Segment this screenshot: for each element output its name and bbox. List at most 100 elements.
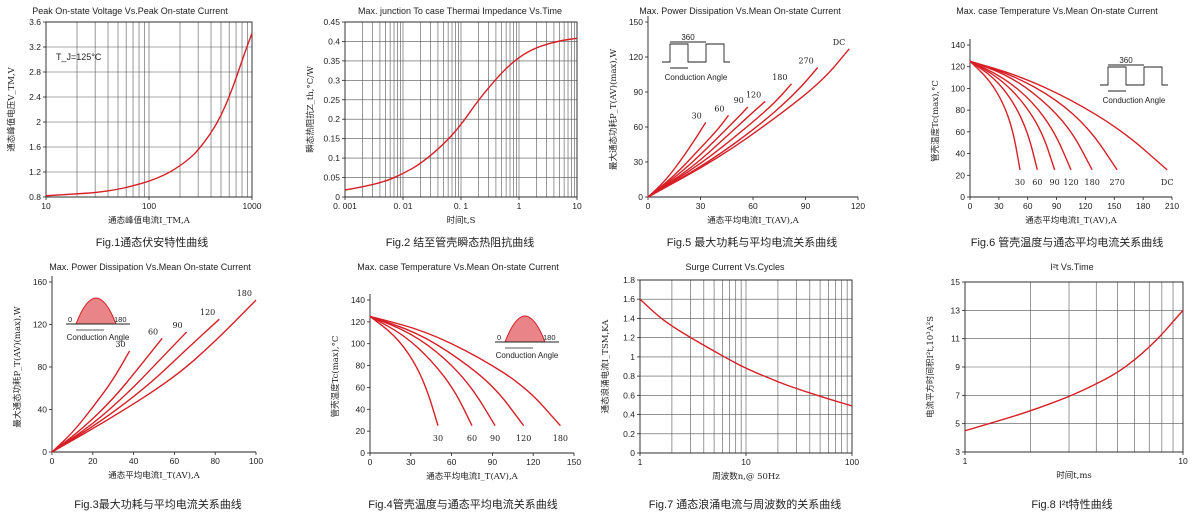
x-axis-label: 通态平均电流I_T(AV),A	[707, 215, 799, 226]
x-tick-label: 10	[41, 201, 51, 211]
x-tick-label: 0	[50, 456, 55, 466]
y-tick-label: 0.8	[29, 192, 41, 202]
period-value: 360	[681, 33, 695, 42]
x-tick-label: 80	[210, 456, 220, 466]
y-tick-label: 3	[955, 447, 960, 457]
series-label-30: 30	[433, 434, 443, 443]
chart-title: Max. case Temperature Vs.Mean On-state C…	[956, 6, 1158, 16]
y-tick-label: 0	[960, 192, 965, 202]
y-tick-label: 120	[951, 62, 965, 72]
inset-end-value: 180	[114, 315, 127, 324]
y-tick-label: 0.15	[323, 134, 340, 144]
y-tick-label: 3.2	[29, 42, 41, 52]
y-tick-label: 11	[951, 334, 960, 344]
y-tick-label: 120	[629, 52, 643, 62]
x-tick-label: 120	[526, 457, 540, 467]
x-tick-label: 30	[696, 201, 706, 211]
figure-caption: Fig.4管壳温度与通态平均电流关系曲线	[368, 497, 557, 511]
half-sine-inset: 0 180 Conduction Angle	[495, 315, 559, 360]
series-curve	[45, 32, 253, 197]
chart-title: Max. Power Dissipation Vs.Mean On-state …	[639, 6, 841, 16]
y-tick-label: 40	[956, 149, 966, 159]
y-tick-label: 7	[955, 390, 960, 400]
x-tick-label: 40	[129, 456, 139, 466]
x-tick-label: 10	[741, 457, 751, 467]
y-axis-label: 管壳温度Tc(max),°C	[930, 80, 941, 162]
y-tick-label: 100	[951, 83, 965, 93]
chart-title: Max. junction To case Thermai Impedance …	[358, 6, 562, 16]
series-label-120: 120	[746, 90, 761, 99]
figure-caption: Fig.2 结至管壳瞬态热阻抗曲线	[386, 235, 535, 249]
y-tick-label: 2	[36, 117, 41, 127]
y-tick-label: 100	[351, 339, 365, 349]
series-label-dc: DC	[833, 38, 846, 47]
y-tick-label: 0	[630, 448, 635, 458]
figure-caption: Fig.7 通态浪涌电流与周波数的关系曲线	[649, 497, 842, 511]
x-tick-label: 60	[748, 201, 758, 211]
square-wave	[662, 43, 730, 63]
chart-panel-3: Max. Power Dissipation Vs.Mean On-state …	[608, 6, 865, 249]
y-tick-label: 120	[351, 317, 365, 327]
x-tick-label: 10	[572, 201, 582, 211]
y-tick-label: 0.4	[623, 410, 635, 420]
series-label-120: 120	[1063, 178, 1078, 187]
x-tick-label: 60	[447, 457, 457, 467]
series-label-180: 180	[553, 434, 568, 443]
chart-grid	[965, 281, 1183, 453]
y-tick-label: 0.35	[323, 56, 340, 66]
figure-caption: Fig.5 最大功耗与平均电流关系曲线	[667, 235, 838, 249]
y-axis-label: 管壳温度Tc(max),°C	[330, 336, 341, 418]
y-tick-label: 0	[638, 192, 643, 202]
y-tick-label: 60	[356, 382, 366, 392]
half-sine-inset: 0 180 Conduction Angle	[66, 297, 130, 342]
series-label-90: 90	[1050, 178, 1060, 187]
y-tick-label: 40	[38, 405, 48, 415]
series-curve-90	[647, 106, 749, 198]
chart-title: Peak On-state Voltage Vs.Peak On-state C…	[32, 6, 228, 16]
x-tick-label: 1000	[243, 201, 262, 211]
series-curve	[964, 309, 1184, 432]
x-axis-label: 时间t,S	[447, 215, 476, 226]
x-tick-label: 60	[170, 456, 180, 466]
x-tick-label: 30	[994, 201, 1004, 211]
y-tick-label: 0.4	[328, 36, 340, 46]
y-tick-label: 0.2	[623, 429, 635, 439]
x-tick-label: 100	[845, 457, 859, 467]
series-label-120: 120	[516, 434, 531, 443]
x-tick-label: 60	[1023, 201, 1033, 211]
chart-grid	[345, 21, 577, 198]
y-tick-label: 140	[951, 40, 965, 50]
chart-title: I²t Vs.Time	[1050, 262, 1093, 272]
chart-panel-8: I²t Vs.Time 1 10 3 5 7 9 11 13 15 时间t,ms 电流平方时间积I²t…	[925, 262, 1188, 511]
series-curve-dc	[647, 48, 850, 198]
series-label-60: 60	[714, 104, 724, 113]
y-tick-label: 0.6	[623, 390, 635, 400]
y-tick-label: 1.6	[29, 142, 41, 152]
x-axis-label: 通态平均电流I_T(AV),A	[1025, 215, 1117, 226]
series-curve-30	[369, 315, 439, 426]
x-tick-label: 0. 01	[394, 201, 413, 211]
y-tick-label: 20	[956, 170, 966, 180]
square-wave	[1100, 66, 1168, 86]
chart-title: Max. Power Dissipation Vs.Mean On-state …	[49, 262, 251, 272]
x-tick-label: 1	[963, 456, 968, 466]
y-tick-label: 1.6	[623, 294, 635, 304]
x-tick-label: 0. 1	[454, 201, 468, 211]
conduction-angle-label: Conduction Angle	[1103, 96, 1166, 105]
y-tick-label: 5	[955, 419, 960, 429]
series-label-270: 270	[1110, 178, 1125, 187]
figure-caption: Fig.8 I²t特性曲线	[1031, 497, 1112, 511]
series-curve	[344, 37, 578, 191]
series-label-180: 180	[1085, 178, 1100, 187]
series-curve-90	[369, 315, 496, 427]
x-tick-label: 150	[567, 457, 581, 467]
x-tick-label: 0. 001	[333, 201, 357, 211]
figure-caption: Fig.6 管壳温度与通态平均电流关系曲线	[971, 235, 1164, 249]
series-curve-120	[969, 60, 1072, 171]
series-label-90: 90	[172, 321, 182, 330]
conduction-waveform-inset	[662, 41, 730, 69]
series-label-60: 60	[467, 434, 477, 443]
y-tick-label: 0	[42, 447, 47, 457]
x-tick-label: 0	[368, 457, 373, 467]
